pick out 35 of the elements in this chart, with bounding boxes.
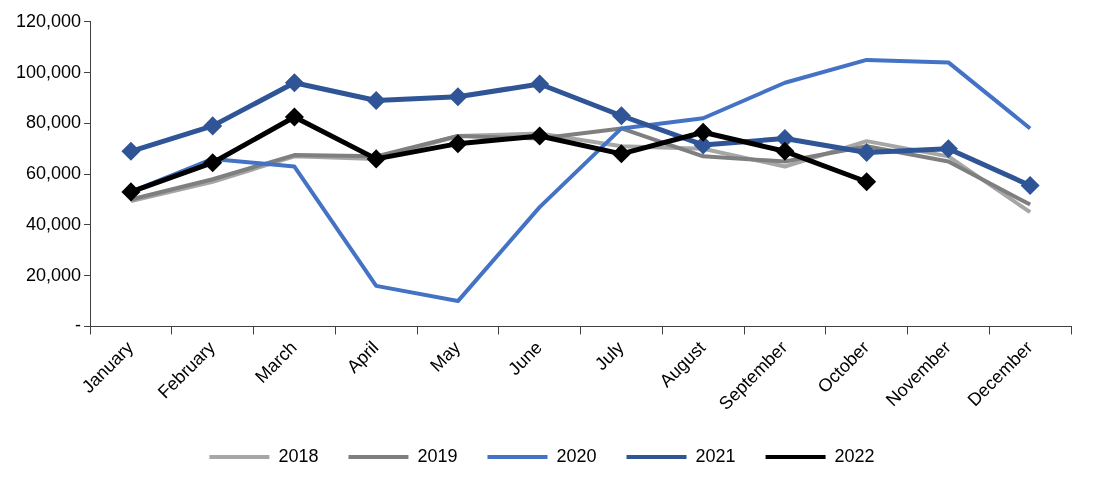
x-tick-label: July [590, 337, 628, 375]
legend-label: 2018 [278, 445, 319, 466]
point [531, 75, 549, 93]
point [449, 135, 467, 153]
legend-label: 2022 [834, 445, 875, 466]
legend-label: 2020 [556, 445, 597, 466]
y-tick-label: - [75, 315, 82, 336]
point [204, 154, 222, 172]
point [694, 123, 712, 141]
point [858, 144, 876, 162]
point [367, 150, 385, 168]
point [449, 88, 467, 106]
point [612, 107, 630, 125]
legend-label: 2021 [695, 445, 736, 466]
point [367, 92, 385, 110]
point [122, 142, 140, 160]
y-tick-label: 100,000 [15, 61, 82, 82]
point [858, 173, 876, 191]
point [939, 140, 957, 158]
y-tick-label: 120,000 [15, 10, 82, 31]
point [122, 183, 140, 201]
legend-label: 2019 [417, 445, 458, 466]
x-tick-label: May [426, 337, 465, 376]
y-tick-label: 40,000 [26, 213, 82, 234]
point [285, 74, 303, 92]
point [531, 127, 549, 145]
y-tick-label: 20,000 [26, 264, 82, 285]
y-tick-label: 80,000 [26, 112, 82, 133]
y-tick-label: 60,000 [26, 163, 82, 184]
point [776, 142, 794, 160]
point [204, 117, 222, 135]
point [612, 145, 630, 163]
point [694, 136, 712, 154]
point [285, 108, 303, 126]
point [1021, 177, 1039, 195]
